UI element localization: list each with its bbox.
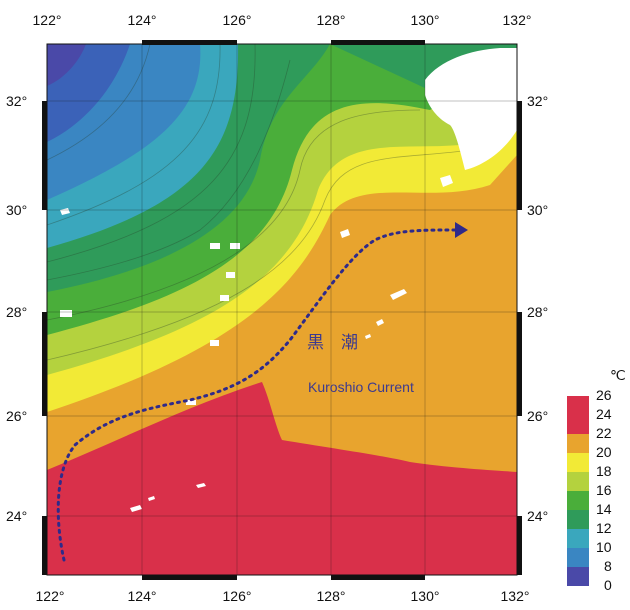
colorbar-swatch: [567, 472, 589, 491]
colorbar-swatch: [567, 567, 589, 586]
current-dotted-line: [56, 228, 457, 562]
colorbar-tick: 10: [596, 539, 612, 555]
kyushu: [425, 48, 517, 170]
lon-tick: 122°: [33, 12, 62, 28]
lon-tick: 130°: [411, 588, 440, 604]
colorbar-tick: 16: [596, 482, 612, 498]
colorbar-tick: 26: [596, 387, 612, 403]
colorbar-tick: 0: [604, 577, 612, 593]
island: [230, 243, 240, 249]
island: [440, 175, 453, 187]
colorbar-swatch: [567, 491, 589, 510]
lat-tick: 30°: [6, 202, 27, 218]
colorbar-swatch: [567, 510, 589, 529]
lat-tick: 26°: [6, 408, 27, 424]
island: [186, 400, 196, 405]
island: [365, 334, 371, 339]
latitude-ticks-left: 32° 30° 28° 26° 24°: [6, 93, 27, 524]
latitude-ticks-right: 32° 30° 28° 26° 24°: [527, 93, 548, 524]
colorbar-tick: 14: [596, 501, 612, 517]
colorbar-swatch: [567, 529, 589, 548]
lon-tick: 128°: [317, 12, 346, 28]
colorbar-swatch: [567, 396, 589, 415]
current-label-english: Kuroshio Current: [308, 379, 414, 395]
island: [60, 208, 70, 215]
lat-tick: 28°: [527, 304, 548, 320]
island: [210, 340, 219, 346]
colorbar-unit: ℃: [610, 367, 626, 383]
lat-tick: 26°: [527, 408, 548, 424]
island: [196, 483, 206, 488]
lat-tick: 32°: [6, 93, 27, 109]
lon-tick: 130°: [411, 12, 440, 28]
kuroshio-current-path: [56, 222, 468, 562]
colorbar-tick: 22: [596, 425, 612, 441]
island: [60, 310, 72, 317]
colorbar-swatch: [567, 548, 589, 567]
land-areas: [60, 48, 517, 512]
current-label-japanese: 黒 潮: [307, 333, 358, 353]
colorbar-swatch: [567, 453, 589, 472]
colorbar-tick: 18: [596, 463, 612, 479]
island: [340, 229, 350, 238]
colorbar-tick: 8: [604, 558, 612, 574]
lon-tick: 126°: [223, 588, 252, 604]
lon-tick: 128°: [317, 588, 346, 604]
lat-tick: 32°: [527, 93, 548, 109]
current-arrowhead: [455, 222, 468, 238]
lon-tick: 124°: [128, 12, 157, 28]
lat-tick: 28°: [6, 304, 27, 320]
lat-tick: 30°: [527, 202, 548, 218]
lon-tick: 124°: [128, 588, 157, 604]
longitude-ticks-top: 122° 124° 126° 128° 130° 132°: [33, 12, 532, 28]
temperature-colorbar: ℃ 26 24 22 20 18 16 14 12 10 8 0: [567, 367, 626, 593]
colorbar-tick: 20: [596, 444, 612, 460]
island: [376, 319, 384, 326]
lat-tick: 24°: [6, 508, 27, 524]
band-24: [47, 382, 517, 575]
temperature-bands: [47, 44, 517, 575]
island: [148, 496, 155, 501]
colorbar-swatch: [567, 415, 589, 434]
lon-tick: 122°: [36, 588, 65, 604]
colorbar-swatch: [567, 434, 589, 453]
island: [390, 289, 407, 300]
lon-tick: 126°: [223, 12, 252, 28]
colorbar-tick: 24: [596, 406, 612, 422]
map-frame: [42, 40, 522, 580]
island: [226, 272, 235, 278]
lon-tick: 132°: [503, 12, 532, 28]
island: [210, 243, 220, 249]
colorbar-tick: 12: [596, 520, 612, 536]
longitude-ticks-bottom: 122° 124° 126° 128° 130° 132°: [36, 588, 530, 604]
lon-tick: 132°: [501, 588, 530, 604]
island: [130, 505, 142, 512]
island: [220, 295, 229, 301]
lat-tick: 24°: [527, 508, 548, 524]
